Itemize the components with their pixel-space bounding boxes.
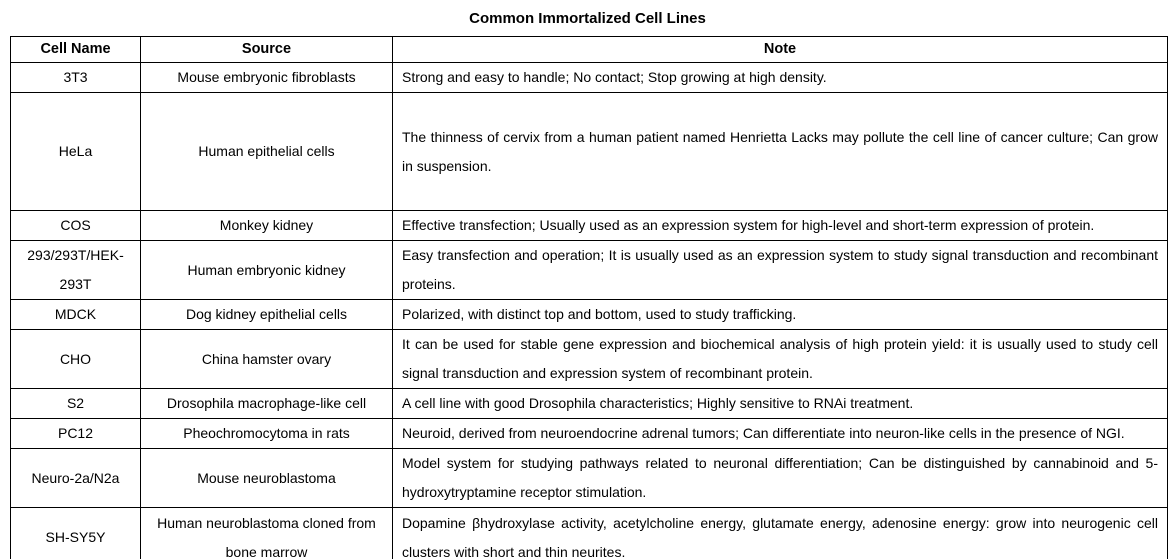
cell-name-cell: S2 — [10, 388, 141, 419]
note-cell: Neuroid, derived from neuroendocrine adr… — [392, 418, 1168, 449]
source-cell: Human embryonic kidney — [140, 240, 393, 300]
cell-lines-table: Cell Name Source Note 3T3 Mouse embryoni… — [10, 36, 1168, 559]
page-title: Common Immortalized Cell Lines — [469, 10, 706, 27]
cell-name-cell: SH-SY5Y — [10, 507, 141, 559]
source-cell: Human neuroblastoma cloned from bone mar… — [140, 507, 393, 559]
table-row: S2 Drosophila macrophage-like cell A cel… — [10, 388, 1168, 419]
table-row: Neuro-2a/N2a Mouse neuroblastoma Model s… — [10, 448, 1168, 508]
cell-name-cell: Neuro-2a/N2a — [10, 448, 141, 508]
table-row: CHO China hamster ovary It can be used f… — [10, 329, 1168, 389]
source-cell: Pheochromocytoma in rats — [140, 418, 393, 449]
header-cell-name: Cell Name — [10, 36, 141, 63]
table-row: PC12 Pheochromocytoma in rats Neuroid, d… — [10, 418, 1168, 449]
table-row: HeLa Human epithelial cells The thinness… — [10, 92, 1168, 211]
source-cell: Drosophila macrophage-like cell — [140, 388, 393, 419]
note-cell: Model system for studying pathways relat… — [392, 448, 1168, 508]
cell-name-cell: 3T3 — [10, 62, 141, 93]
note-cell: Strong and easy to handle; No contact; S… — [392, 62, 1168, 93]
source-cell: China hamster ovary — [140, 329, 393, 389]
source-cell: Monkey kidney — [140, 210, 393, 241]
cell-name-cell: HeLa — [10, 92, 141, 211]
note-cell: It can be used for stable gene expressio… — [392, 329, 1168, 389]
table-row: MDCK Dog kidney epithelial cells Polariz… — [10, 299, 1168, 330]
note-cell: Dopamine βhydroxylase activity, acetylch… — [392, 507, 1168, 559]
note-cell: The thinness of cervix from a human pati… — [392, 92, 1168, 211]
table-row: 293/293T/HEK-293T Human embryonic kidney… — [10, 240, 1168, 300]
note-cell: Effective transfection; Usually used as … — [392, 210, 1168, 241]
note-cell: Polarized, with distinct top and bottom,… — [392, 299, 1168, 330]
cell-name-cell: MDCK — [10, 299, 141, 330]
source-cell: Human epithelial cells — [140, 92, 393, 211]
source-cell: Mouse embryonic fibroblasts — [140, 62, 393, 93]
table-row: 3T3 Mouse embryonic fibroblasts Strong a… — [10, 62, 1168, 93]
table-header-row: Cell Name Source Note — [10, 36, 1168, 63]
note-cell: Easy transfection and operation; It is u… — [392, 240, 1168, 300]
header-note: Note — [392, 36, 1168, 63]
table-row: SH-SY5Y Human neuroblastoma cloned from … — [10, 507, 1168, 559]
cell-name-cell: PC12 — [10, 418, 141, 449]
table-row: COS Monkey kidney Effective transfection… — [10, 210, 1168, 241]
source-cell: Dog kidney epithelial cells — [140, 299, 393, 330]
cell-name-cell: CHO — [10, 329, 141, 389]
source-cell: Mouse neuroblastoma — [140, 448, 393, 508]
header-source: Source — [140, 36, 393, 63]
note-cell: A cell line with good Drosophila charact… — [392, 388, 1168, 419]
cell-name-cell: COS — [10, 210, 141, 241]
cell-name-cell: 293/293T/HEK-293T — [10, 240, 141, 300]
